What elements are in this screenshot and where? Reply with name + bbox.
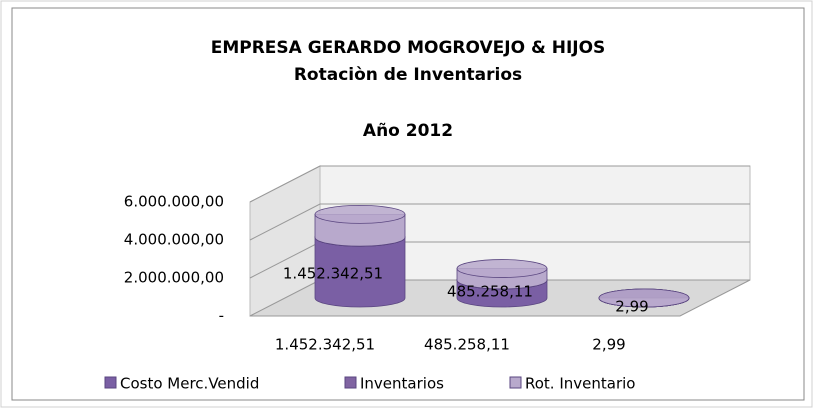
- data-label: 2,99: [615, 298, 648, 316]
- cylinder-segment: [598, 288, 690, 308]
- legend-label: Rot. Inventario: [525, 375, 635, 393]
- y-tick-label: -: [219, 307, 224, 325]
- y-tick-label: 2.000.000,00: [124, 269, 224, 287]
- y-tick-label: 4.000.000,00: [124, 231, 224, 249]
- x-tick-label: 2,99: [592, 336, 625, 354]
- cylinder-segment: [314, 204, 406, 247]
- x-tick-label: 485.258,11: [424, 336, 510, 354]
- cylinder-part: [456, 259, 548, 278]
- chart-subtitle: Rotaciòn de Inventarios: [294, 65, 522, 85]
- grid-line: [249, 203, 750, 241]
- x-tick-label: 1.452.342,51: [275, 336, 375, 354]
- cylinder-part: [314, 236, 406, 308]
- legend-swatch: [509, 376, 522, 389]
- legend-label: Inventarios: [360, 375, 444, 393]
- legend-swatch: [344, 376, 357, 389]
- y-tick-label: 6.000.000,00: [124, 193, 224, 211]
- cylinder-part: [314, 204, 406, 224]
- cylinder-part: [598, 288, 690, 308]
- data-label: 485.258,11: [447, 283, 533, 301]
- data-label: 1.452.342,51: [283, 265, 383, 283]
- legend-label: Costo Merc.Vendid: [120, 375, 259, 393]
- chart-annotation: Año 2012: [363, 121, 453, 141]
- cylinder-segment: [456, 259, 548, 290]
- grid-line: [249, 165, 750, 203]
- legend-swatch: [104, 376, 117, 389]
- chart-title: EMPRESA GERARDO MOGROVEJO & HIJOS: [211, 38, 606, 58]
